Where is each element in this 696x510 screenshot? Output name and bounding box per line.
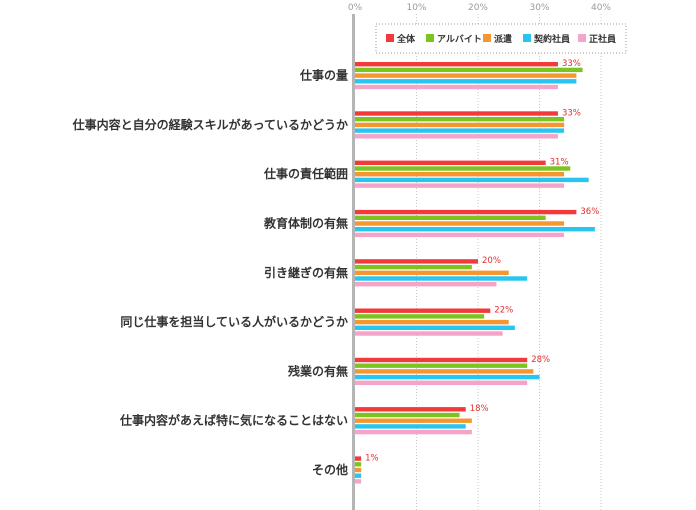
bar bbox=[355, 177, 589, 183]
category-label: 仕事内容があえば特に気になることはない bbox=[119, 413, 348, 428]
value-label: 20% bbox=[482, 256, 501, 266]
category-label: 教育体制の有無 bbox=[263, 216, 348, 231]
bar bbox=[355, 429, 472, 435]
bar bbox=[355, 166, 571, 171]
x-tick-label: 20% bbox=[468, 3, 488, 13]
bar bbox=[355, 79, 577, 84]
bar bbox=[355, 221, 565, 226]
value-label: 1% bbox=[365, 453, 379, 463]
bar bbox=[355, 227, 595, 232]
bar bbox=[355, 160, 546, 165]
category-label: 仕事の責任範囲 bbox=[263, 166, 348, 181]
bar bbox=[355, 456, 362, 461]
bar bbox=[355, 467, 362, 473]
bars bbox=[355, 62, 595, 484]
bar bbox=[355, 325, 515, 330]
bar bbox=[355, 424, 466, 429]
bar bbox=[355, 319, 509, 325]
bar bbox=[355, 172, 565, 177]
value-label: 36% bbox=[580, 207, 599, 217]
value-label: 33% bbox=[562, 108, 581, 118]
bar bbox=[355, 134, 558, 139]
bar bbox=[355, 380, 528, 385]
legend-swatch bbox=[523, 34, 531, 42]
bar bbox=[355, 264, 472, 270]
category-label: 引き継ぎの有無 bbox=[264, 265, 348, 280]
bar bbox=[355, 67, 583, 73]
bar bbox=[355, 331, 503, 336]
bar bbox=[355, 282, 497, 287]
bar bbox=[355, 369, 534, 374]
value-labels: 33% 33% 31% 36% 20% 22% 28% 18% 1% bbox=[365, 59, 599, 463]
bar bbox=[355, 276, 528, 281]
value-label: 22% bbox=[494, 306, 513, 316]
bar bbox=[355, 183, 565, 188]
bar bbox=[355, 270, 509, 275]
category-label: 同じ仕事を担当している人がいるかどうか bbox=[120, 314, 348, 329]
value-label: 33% bbox=[562, 59, 581, 69]
bar bbox=[355, 73, 577, 78]
bar bbox=[355, 232, 565, 238]
legend-label: 契約社員 bbox=[533, 33, 570, 45]
category-label: 仕事の量 bbox=[299, 68, 348, 83]
bar bbox=[355, 84, 558, 90]
bar bbox=[355, 111, 558, 116]
category-labels: 仕事の量仕事内容と自分の経験スキルがあっているかどうか仕事の責任範囲教育体制の有… bbox=[72, 68, 348, 477]
bar bbox=[355, 418, 472, 423]
category-label: その他 bbox=[312, 462, 348, 477]
x-tick-label: 40% bbox=[591, 3, 611, 13]
legend-label: 正社員 bbox=[589, 33, 616, 45]
bar bbox=[355, 412, 460, 418]
bar bbox=[355, 215, 546, 220]
legend-label: アルバイト bbox=[437, 34, 482, 45]
category-label: 残業の有無 bbox=[288, 363, 348, 378]
value-label: 31% bbox=[550, 158, 569, 168]
legend-swatch bbox=[426, 34, 434, 42]
bar bbox=[355, 473, 362, 478]
category-label: 仕事内容と自分の経験スキルがあっているかどうか bbox=[72, 117, 348, 132]
bar bbox=[355, 363, 528, 368]
bar bbox=[355, 122, 565, 128]
legend-label: 派遣 bbox=[494, 33, 512, 45]
legend-label: 全体 bbox=[396, 33, 416, 45]
value-label: 18% bbox=[470, 404, 489, 414]
bar bbox=[355, 314, 485, 319]
legend-swatch bbox=[483, 34, 491, 42]
bar bbox=[355, 209, 577, 215]
bar bbox=[355, 117, 565, 122]
x-tick-label: 10% bbox=[406, 3, 426, 13]
legend: 全体 アルバイト 派遣 契約社員 正社員 bbox=[375, 23, 627, 54]
bar bbox=[355, 407, 466, 412]
x-tick-label: 30% bbox=[529, 3, 549, 13]
legend-swatch bbox=[578, 34, 586, 42]
legend-swatch bbox=[386, 34, 394, 42]
value-label: 28% bbox=[531, 355, 550, 365]
bar bbox=[355, 308, 491, 313]
x-axis-ticks: 0% 10% 20% 30% 40% bbox=[348, 3, 612, 13]
bar bbox=[355, 479, 362, 484]
bar bbox=[355, 62, 558, 67]
bar bbox=[355, 462, 362, 467]
x-tick-label: 0% bbox=[348, 3, 363, 13]
bar bbox=[355, 128, 565, 133]
bar bbox=[355, 374, 540, 380]
bar bbox=[355, 357, 528, 363]
bar bbox=[355, 259, 478, 264]
